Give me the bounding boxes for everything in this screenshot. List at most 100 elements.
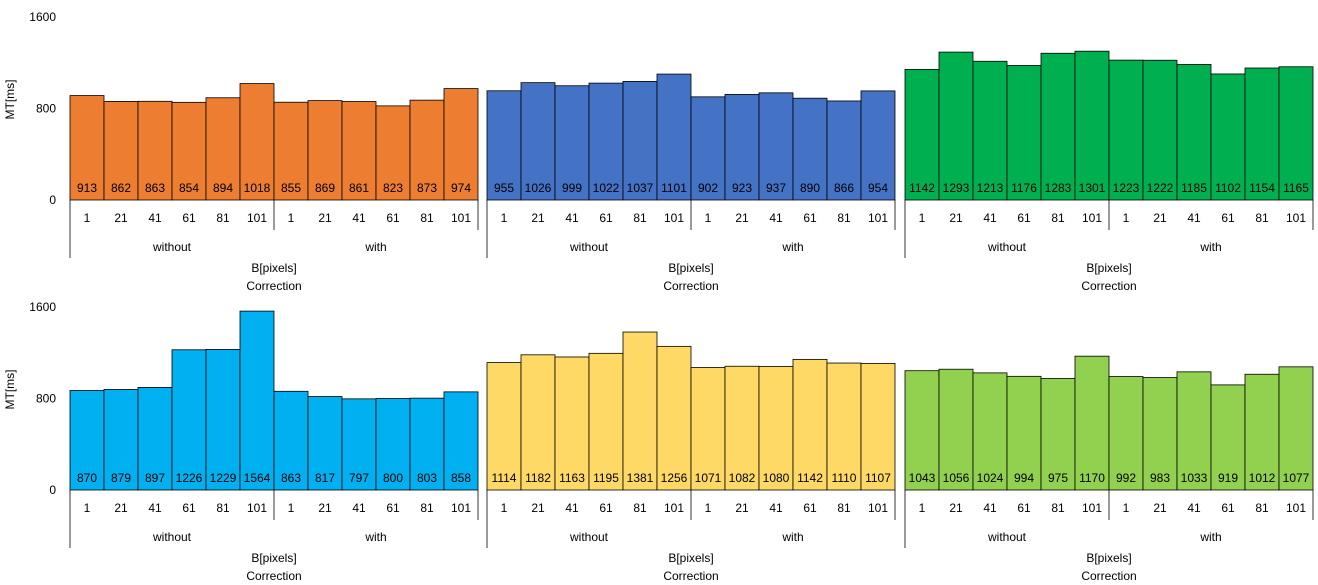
y-tick-label: 0 [49, 483, 56, 497]
x-tick-label: 61 [1221, 501, 1235, 515]
data-label: 1165 [1283, 181, 1309, 195]
bar [103, 101, 139, 201]
bar [588, 82, 624, 201]
bar [1278, 366, 1314, 491]
x-tick-label: 41 [769, 211, 783, 225]
x-tick-label: 21 [949, 501, 963, 515]
bar [904, 370, 940, 491]
bar [69, 390, 105, 491]
x-tick-label: 81 [216, 211, 230, 225]
data-label: 1226 [176, 471, 203, 485]
x-tick-label: 41 [983, 211, 997, 225]
data-label: 1185 [1181, 181, 1207, 195]
data-label: 1170 [1079, 471, 1105, 485]
x-tick-label: 41 [565, 211, 579, 225]
x-tick-label: 21 [114, 501, 128, 515]
data-label: 1142 [797, 471, 823, 485]
x-tick-label: 1 [288, 211, 295, 225]
y-tick-label: 1600 [29, 300, 56, 314]
x-tick-label: 1 [1123, 501, 1130, 515]
x-tick-label: 1 [84, 211, 91, 225]
data-label: 1301 [1079, 181, 1106, 195]
x-tick-label: 41 [1187, 211, 1201, 225]
x-tick-label: 101 [1082, 501, 1102, 515]
bar [826, 100, 862, 201]
x-axis-label: B[pixels] [1086, 551, 1131, 565]
group-label: with [781, 240, 803, 254]
x-tick-label: 1 [84, 501, 91, 515]
x-tick-label: 21 [531, 211, 545, 225]
x-tick-label: 101 [1286, 501, 1306, 515]
x-tick-label: 41 [148, 211, 162, 225]
bar [205, 349, 241, 491]
bar [1210, 384, 1246, 491]
x-tick-label: 21 [114, 211, 128, 225]
x-tick-label: 61 [1221, 211, 1235, 225]
x-tick-label: 41 [352, 211, 366, 225]
x-tick-label: 1 [919, 211, 926, 225]
bar [1176, 371, 1212, 491]
bar [1142, 59, 1178, 201]
data-label: 1381 [627, 471, 654, 485]
bar [972, 372, 1008, 491]
data-label: 897 [145, 471, 165, 485]
data-label: 1229 [210, 471, 237, 485]
group-label: without [987, 240, 1027, 254]
bar [724, 365, 760, 491]
group-label: without [987, 530, 1027, 544]
x-tick-label: 61 [599, 501, 613, 515]
data-label: 975 [1048, 471, 1068, 485]
data-label: 797 [349, 471, 369, 485]
bar [1244, 67, 1280, 201]
bar [273, 101, 309, 201]
bar [758, 366, 794, 491]
data-label: 1293 [943, 181, 970, 195]
x-tick-label: 1 [919, 501, 926, 515]
data-label: 1256 [661, 471, 688, 485]
x-tick-label: 81 [216, 501, 230, 515]
bar [69, 95, 105, 201]
data-label: 913 [77, 181, 97, 195]
x-tick-label: 81 [837, 501, 851, 515]
data-label: 866 [834, 181, 854, 195]
bar [239, 310, 275, 491]
data-label: 1101 [661, 181, 687, 195]
bar [486, 90, 522, 201]
x-tick-label: 101 [451, 501, 471, 515]
x-axis-label: B[pixels] [251, 261, 296, 275]
bar [341, 398, 377, 491]
data-label: 1080 [763, 471, 790, 485]
x-tick-label: 41 [769, 501, 783, 515]
x-tick-label: 41 [148, 501, 162, 515]
group-axis-label: Correction [246, 569, 301, 583]
x-tick-label: 61 [386, 211, 400, 225]
data-label: 974 [451, 181, 471, 195]
data-label: 1018 [244, 181, 271, 195]
x-tick-label: 61 [386, 501, 400, 515]
y-tick-label: 1600 [29, 10, 56, 24]
group-label: with [1199, 240, 1221, 254]
data-label: 1223 [1113, 181, 1140, 195]
bar [1278, 66, 1314, 201]
data-label: 919 [1218, 471, 1238, 485]
y-axis-label: MT[ms] [3, 80, 17, 120]
data-label: 1012 [1249, 471, 1276, 485]
x-tick-label: 81 [1051, 211, 1065, 225]
bar [375, 398, 411, 491]
x-tick-label: 21 [949, 211, 963, 225]
bar [137, 100, 173, 201]
x-tick-label: 101 [1286, 211, 1306, 225]
bar [1006, 65, 1042, 201]
data-label: 894 [213, 181, 233, 195]
x-tick-label: 101 [247, 211, 267, 225]
group-axis-label: Correction [246, 279, 301, 293]
bar [443, 88, 479, 201]
bar [656, 73, 692, 201]
x-tick-label: 1 [501, 211, 508, 225]
group-label: with [364, 530, 386, 544]
bar [1040, 52, 1076, 201]
x-tick-label: 61 [182, 501, 196, 515]
data-label: 1176 [1011, 181, 1037, 195]
bar [792, 97, 828, 201]
x-tick-label: 61 [1017, 211, 1031, 225]
